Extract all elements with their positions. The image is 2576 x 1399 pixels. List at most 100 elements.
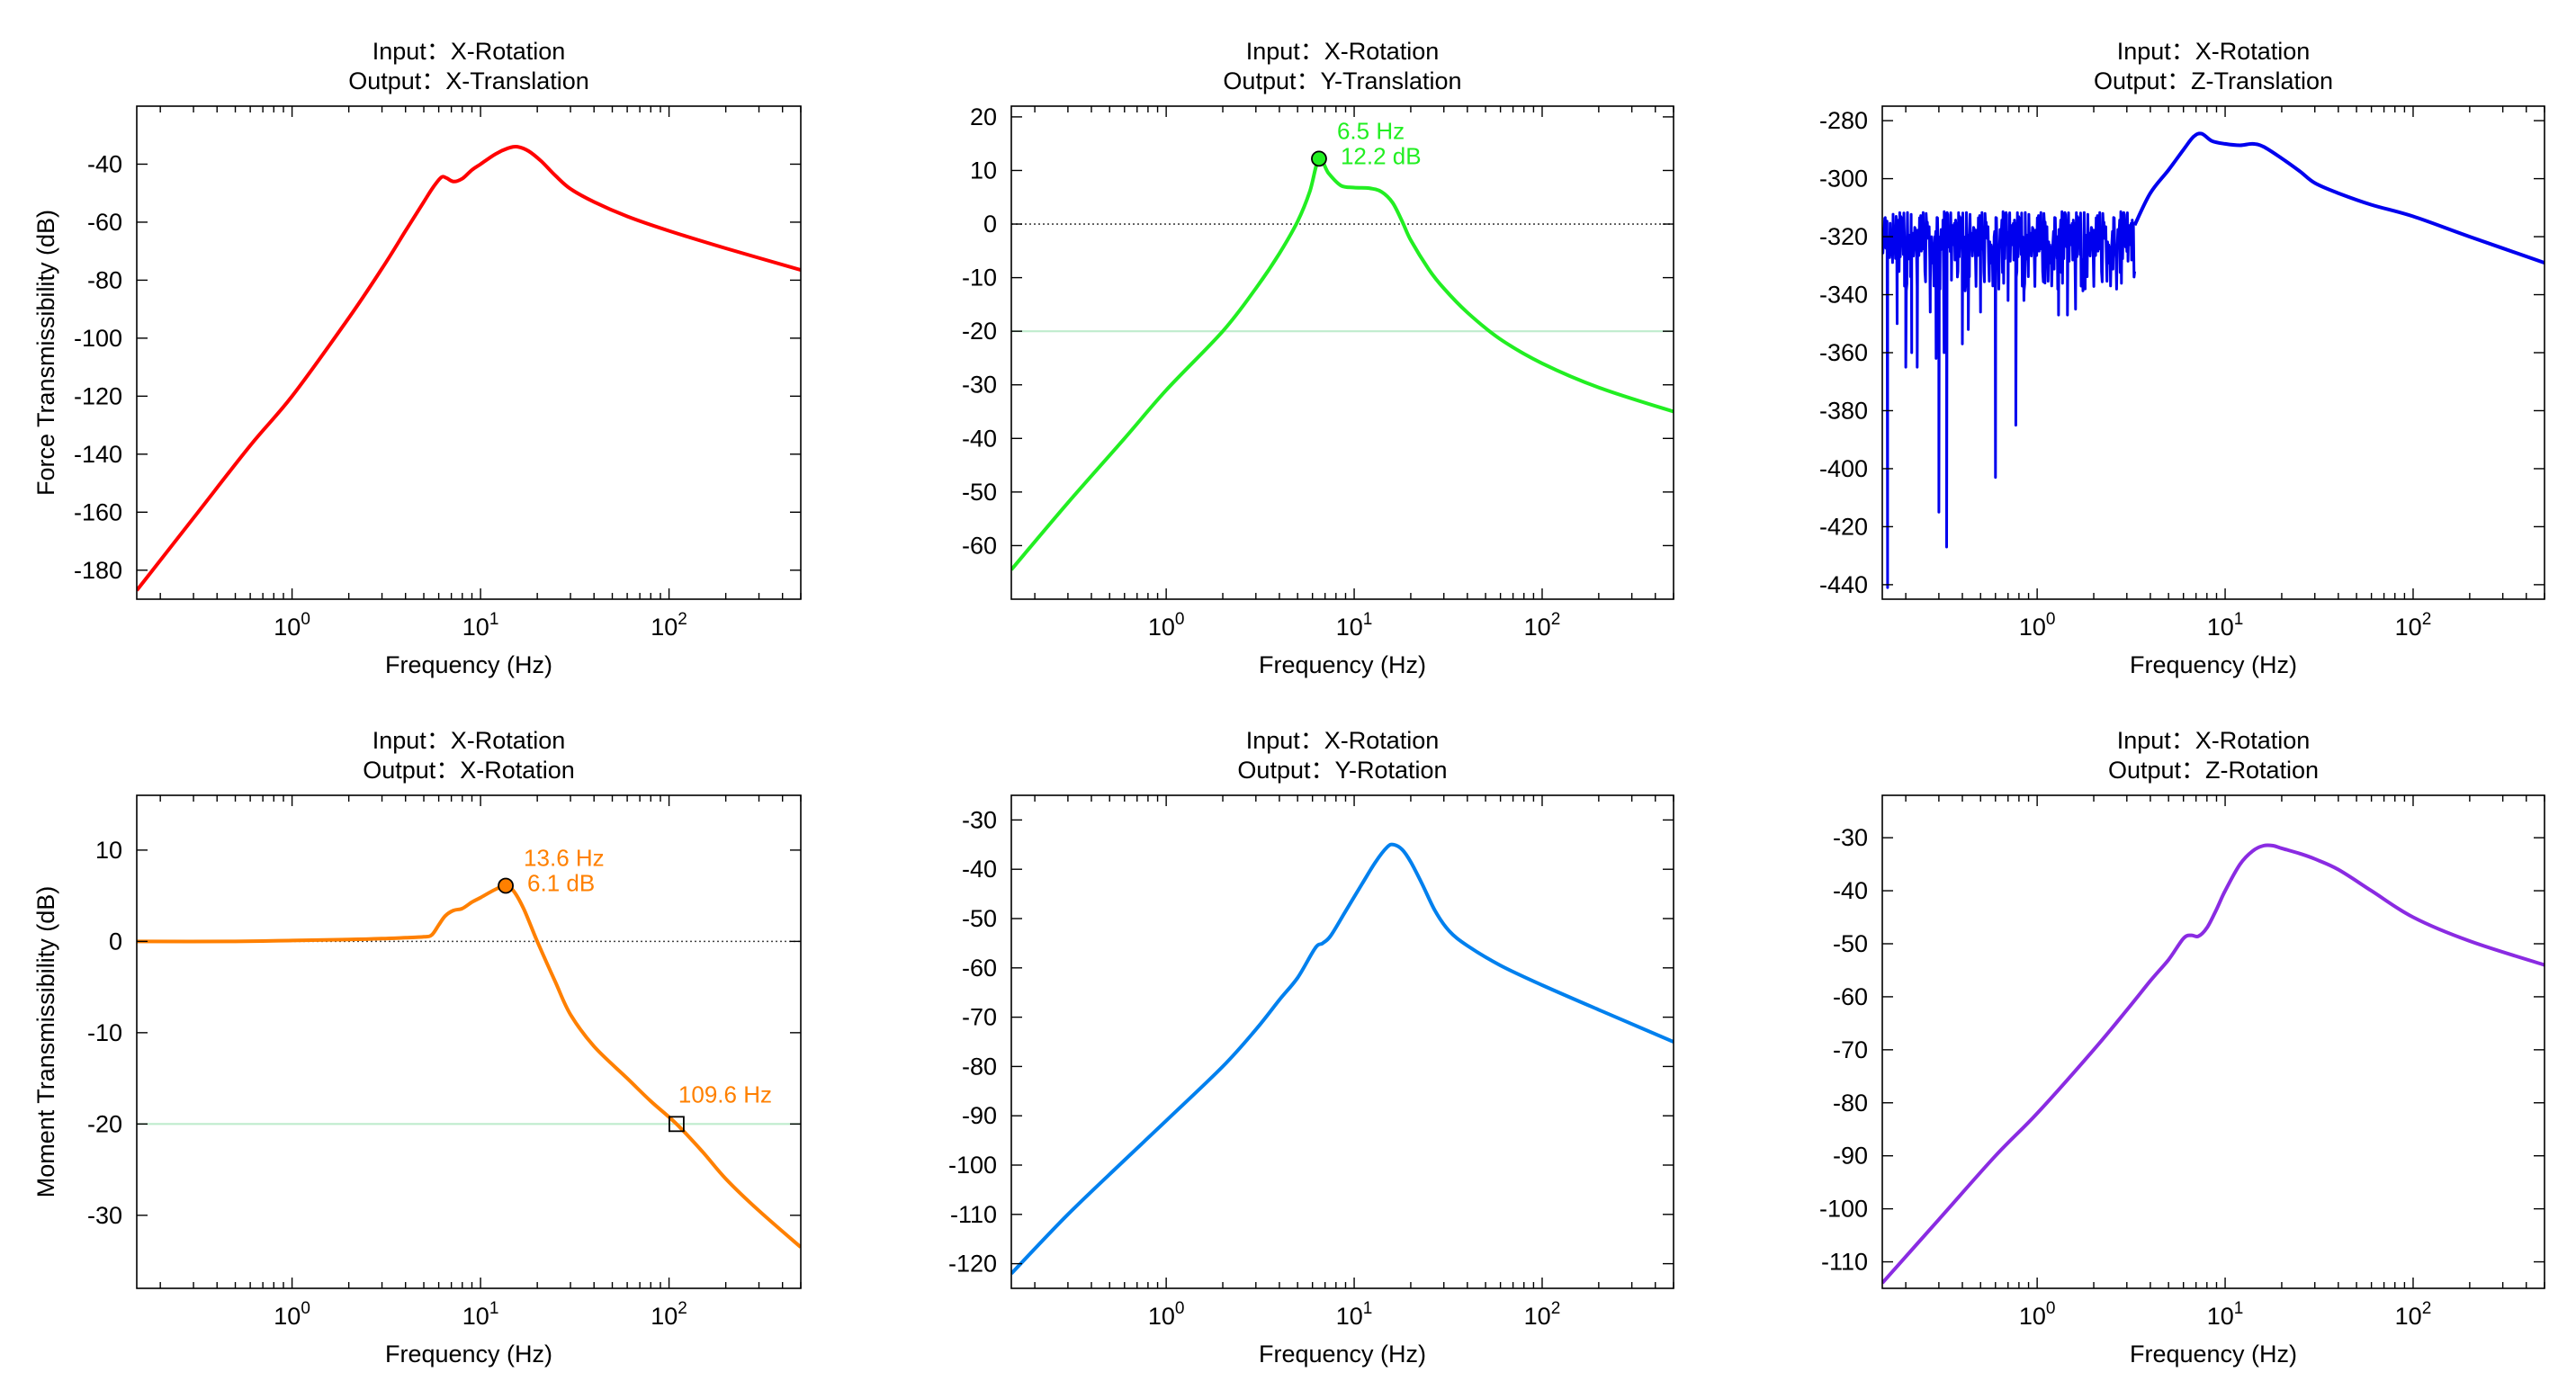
x-tick-label: 101 [2207, 610, 2244, 641]
y-tick-label: -110 [950, 1201, 997, 1228]
y-tick-label: -100 [1819, 1196, 1868, 1223]
y-tick-label: -180 [74, 557, 122, 584]
axes-box [136, 105, 802, 600]
y-tick-label: 10 [95, 837, 122, 864]
x-tick-label: 102 [2395, 610, 2432, 641]
chart-title-line: Input：X-Rotation [2117, 727, 2311, 754]
y-tick-label: -420 [1819, 513, 1868, 540]
y-tick-label: -110 [1821, 1249, 1868, 1276]
annotation-label: 6.5 Hz [1337, 117, 1405, 144]
y-tick-label: -70 [962, 1004, 997, 1031]
y-tick-label: -100 [948, 1152, 997, 1179]
y-tick-label: -30 [962, 372, 997, 399]
x-axis-label: Frequency (Hz) [2130, 651, 2297, 678]
y-tick-label: 0 [983, 211, 997, 238]
series-line-1 [137, 883, 801, 1249]
x-tick-label: 101 [1336, 610, 1373, 641]
chart-title-line: Output：Y-Rotation [1237, 757, 1447, 784]
noise-series-line [1882, 210, 2136, 589]
chart-panel-5: Input：X-Rotation Output：Y-Rotation 100 101 1… [948, 727, 1674, 1368]
y-tick-label: -80 [87, 266, 122, 293]
chart-title-line: Output：X-Translation [348, 67, 589, 94]
series-line-1 [1882, 843, 2545, 1285]
x-tick-label: 102 [651, 1299, 687, 1330]
y-axis-label: Force Transmissibility (dB) [32, 210, 59, 496]
x-tick-label: 100 [1148, 1299, 1185, 1330]
y-tick-label: -380 [1819, 397, 1868, 424]
x-tick-label: 102 [2395, 1299, 2432, 1330]
peak-marker [1311, 150, 1327, 167]
y-tick-label: -100 [74, 325, 122, 352]
y-tick-label: -360 [1819, 339, 1868, 366]
y-axis-label: Moment Transmissibility (dB) [32, 886, 59, 1198]
x-axis-label: Frequency (Hz) [1259, 1341, 1426, 1368]
chart-panel-4: Input：X-Rotation Output：X-Rotation 13.6 Hz… [32, 727, 802, 1368]
x-tick-label: 100 [274, 1299, 310, 1330]
chart-title-line: Input：X-Rotation [1246, 38, 1440, 65]
y-tick-label: -50 [962, 479, 997, 506]
chart-title-line: Input：X-Rotation [372, 727, 566, 754]
y-tick-label: -440 [1819, 571, 1868, 598]
chart-panel-6: Input：X-Rotation Output：Z-Rotation 100 101 1… [1819, 727, 2545, 1368]
series-line-1 [1011, 156, 1674, 571]
y-tick-label: -300 [1819, 166, 1868, 193]
y-tick-label: -10 [962, 265, 997, 291]
x-tick-label: 100 [2019, 610, 2056, 641]
y-tick-label: -30 [962, 806, 997, 833]
y-tick-label: -20 [962, 318, 997, 345]
y-tick-label: -160 [74, 498, 122, 525]
y-tick-label: -400 [1819, 455, 1868, 482]
y-tick-label: -90 [1833, 1143, 1868, 1170]
series-line-1 [137, 144, 801, 592]
annotation-label: 109.6 Hz [678, 1081, 772, 1108]
axes-box [136, 794, 802, 1289]
y-tick-label: -10 [87, 1019, 122, 1046]
chart-title-line: Output：Z-Rotation [2108, 757, 2319, 784]
chart-title-line: Output：Y-Translation [1223, 67, 1461, 94]
y-tick-label: -70 [1833, 1036, 1868, 1063]
y-tick-label: -280 [1819, 107, 1868, 134]
axes-box [1010, 105, 1674, 600]
x-tick-label: 101 [462, 610, 499, 641]
x-tick-label: 100 [2019, 1299, 2056, 1330]
chart-title-line: Input：X-Rotation [372, 38, 566, 65]
axes-box [1881, 105, 2545, 600]
y-tick-label: -120 [74, 382, 122, 409]
y-tick-label: 20 [970, 103, 997, 130]
chart-title-line: Output：X-Rotation [363, 757, 575, 784]
y-tick-label: -60 [962, 955, 997, 982]
axes-box [1010, 794, 1674, 1289]
x-tick-label: 100 [1148, 610, 1185, 641]
annotation-label: 12.2 dB [1341, 142, 1422, 169]
x-tick-label: 101 [462, 1299, 499, 1330]
y-tick-label: -320 [1819, 223, 1868, 250]
series-line-1 [1011, 842, 1674, 1275]
series-line-1 [2132, 131, 2545, 265]
chart-title-line: Input：X-Rotation [2117, 38, 2311, 65]
x-tick-label: 100 [274, 610, 310, 641]
x-tick-label: 102 [1524, 610, 1561, 641]
y-tick-label: -60 [1833, 983, 1868, 1010]
y-tick-label: -20 [87, 1110, 122, 1137]
y-tick-label: -90 [962, 1102, 997, 1129]
y-tick-label: -340 [1819, 282, 1868, 309]
y-tick-label: -50 [1833, 930, 1868, 957]
x-axis-label: Frequency (Hz) [385, 1341, 552, 1368]
y-tick-label: -50 [962, 905, 997, 932]
y-tick-label: 10 [970, 157, 997, 184]
y-tick-label: -80 [1833, 1090, 1868, 1117]
x-axis-label: Frequency (Hz) [2130, 1341, 2297, 1368]
x-tick-label: 101 [1336, 1299, 1373, 1330]
annotation-label: 13.6 Hz [524, 844, 605, 871]
y-tick-label: -140 [74, 441, 122, 468]
y-tick-label: 0 [109, 928, 122, 955]
crossing-marker [669, 1116, 685, 1133]
axes-box [1881, 794, 2545, 1289]
y-tick-label: -30 [87, 1202, 122, 1229]
y-tick-label: -120 [948, 1251, 997, 1278]
y-tick-label: -40 [962, 425, 997, 452]
